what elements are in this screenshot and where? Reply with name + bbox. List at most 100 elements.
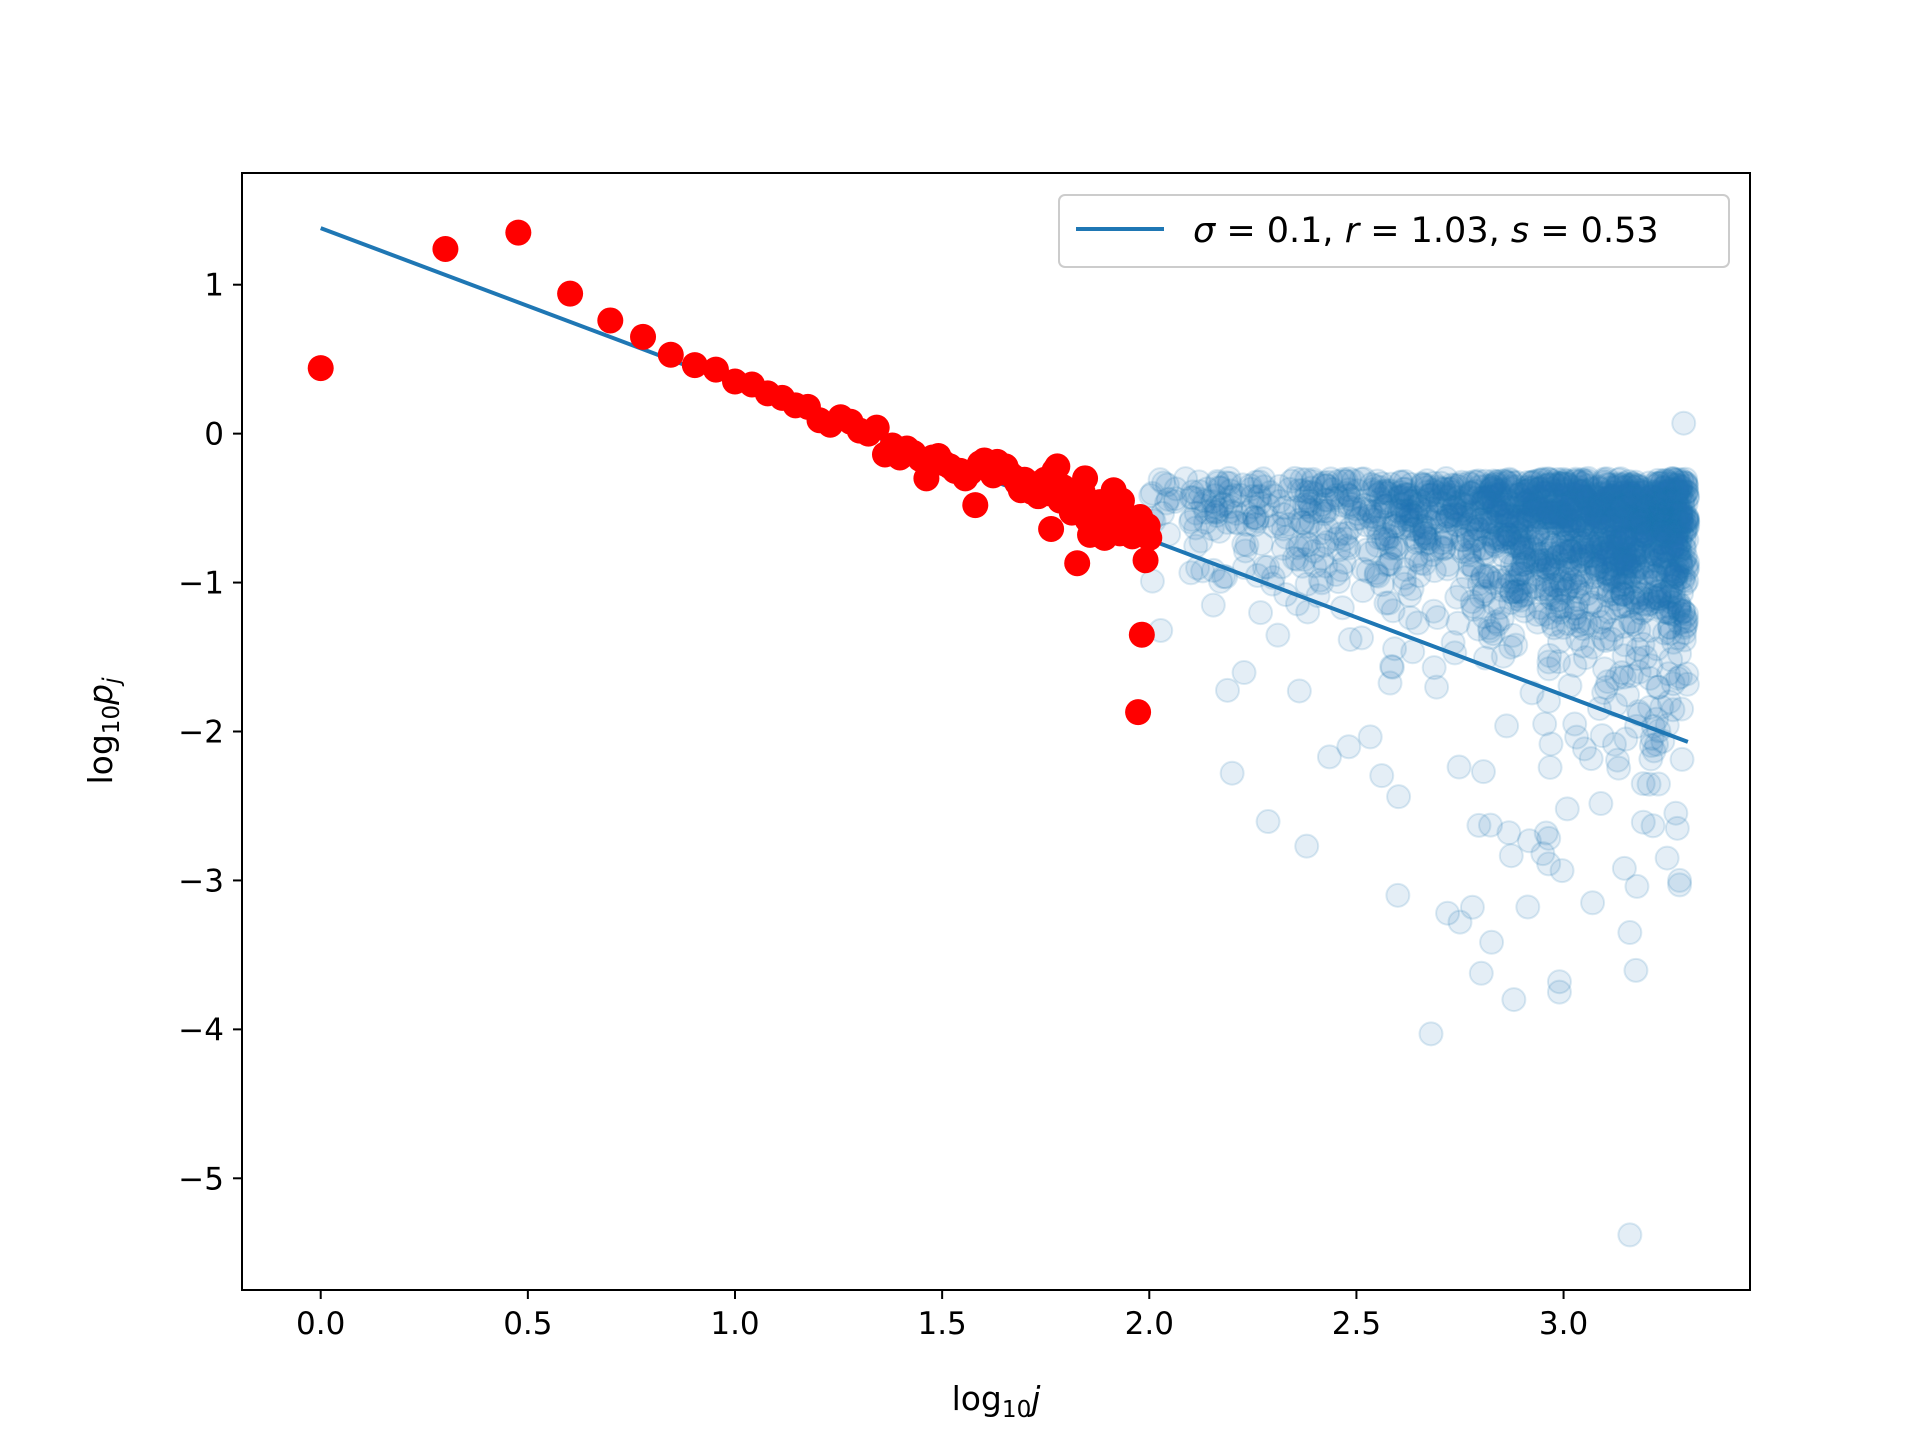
background-point (1498, 843, 1524, 869)
background-point (1628, 509, 1654, 535)
background-point (1244, 508, 1270, 534)
background-point (1636, 771, 1662, 797)
background-point (1613, 550, 1639, 576)
background-point (1373, 590, 1399, 616)
background-point (1659, 573, 1685, 599)
background-point (1532, 711, 1558, 737)
background-point (1540, 611, 1566, 637)
background-point (1373, 526, 1399, 552)
background-point (1418, 1021, 1444, 1047)
background-point (1411, 514, 1437, 540)
background-point (1608, 593, 1634, 619)
background-point (1541, 470, 1567, 496)
background-point (1553, 504, 1579, 530)
background-point (1455, 524, 1481, 550)
background-point (1540, 532, 1566, 558)
background-point (1647, 578, 1673, 604)
background-point (1575, 490, 1601, 516)
background-point (1217, 484, 1243, 510)
background-point (1657, 594, 1683, 620)
background-point (1619, 483, 1645, 509)
background-point (1565, 587, 1591, 613)
background-point (1547, 576, 1573, 602)
background-point (1516, 492, 1542, 518)
background-point (1610, 503, 1636, 529)
background-point (1446, 754, 1472, 780)
background-point (1631, 486, 1657, 512)
background-point (1595, 511, 1621, 537)
background-point (1672, 604, 1698, 630)
background-point (1646, 556, 1672, 582)
background-point (1392, 557, 1418, 583)
background-point (1439, 479, 1465, 505)
background-point (1638, 746, 1664, 772)
background-point (1620, 486, 1646, 512)
background-point (1667, 547, 1693, 573)
background-point (1655, 600, 1681, 626)
background-point (1604, 520, 1630, 546)
background-point (1365, 482, 1391, 508)
background-point (1200, 489, 1226, 515)
background-point (1365, 563, 1391, 589)
background-point (1371, 509, 1397, 535)
background-point (1643, 584, 1669, 610)
background-point (1374, 528, 1400, 554)
background-point (1646, 501, 1672, 527)
background-point (1421, 470, 1447, 496)
background-point (1608, 466, 1634, 492)
background-point (1496, 494, 1522, 520)
background-point (1477, 565, 1503, 591)
background-point (1605, 485, 1631, 511)
background-point (1631, 492, 1657, 518)
background-point (1655, 499, 1681, 525)
background-point (1275, 511, 1301, 537)
background-point (1663, 489, 1689, 515)
background-point (1671, 534, 1697, 560)
background-point (1640, 505, 1666, 531)
background-point (1664, 528, 1690, 554)
background-point (1414, 479, 1440, 505)
background-point (1622, 547, 1648, 573)
background-point (1397, 485, 1423, 511)
background-point (1642, 563, 1668, 589)
background-point (1470, 489, 1496, 515)
background-point (1504, 579, 1530, 605)
background-point (1516, 828, 1542, 854)
background-point (1427, 534, 1453, 560)
background-point (1482, 525, 1508, 551)
background-point (1472, 535, 1498, 561)
background-point (1506, 535, 1532, 561)
background-point (1597, 483, 1623, 509)
background-point (1605, 491, 1631, 517)
background-point (1535, 505, 1561, 531)
background-point (1514, 550, 1540, 576)
background-point (1591, 605, 1617, 631)
background-point (1324, 482, 1350, 508)
background-point (1674, 484, 1700, 510)
background-point (1514, 478, 1540, 504)
background-point (1398, 508, 1424, 534)
background-point (1465, 516, 1491, 542)
background-point (1478, 481, 1504, 507)
y-axis-label: log10pj (81, 677, 125, 785)
background-point (1487, 527, 1513, 553)
background-point (1534, 480, 1560, 506)
background-point (1592, 493, 1618, 519)
background-point (1218, 478, 1244, 504)
background-point (1628, 600, 1654, 626)
background-point (1316, 744, 1342, 770)
background-point (1583, 551, 1609, 577)
background-point (1238, 476, 1264, 502)
highlighted-point (432, 235, 459, 262)
background-point (1656, 500, 1682, 526)
background-point (1199, 516, 1225, 542)
background-point (1580, 481, 1606, 507)
background-point (1471, 488, 1497, 514)
background-point (1548, 594, 1574, 620)
background-point (1535, 550, 1561, 576)
background-point (1257, 480, 1283, 506)
background-point (1545, 467, 1571, 493)
background-point (1568, 515, 1594, 541)
background-point (1611, 516, 1637, 542)
background-point (1562, 519, 1588, 545)
